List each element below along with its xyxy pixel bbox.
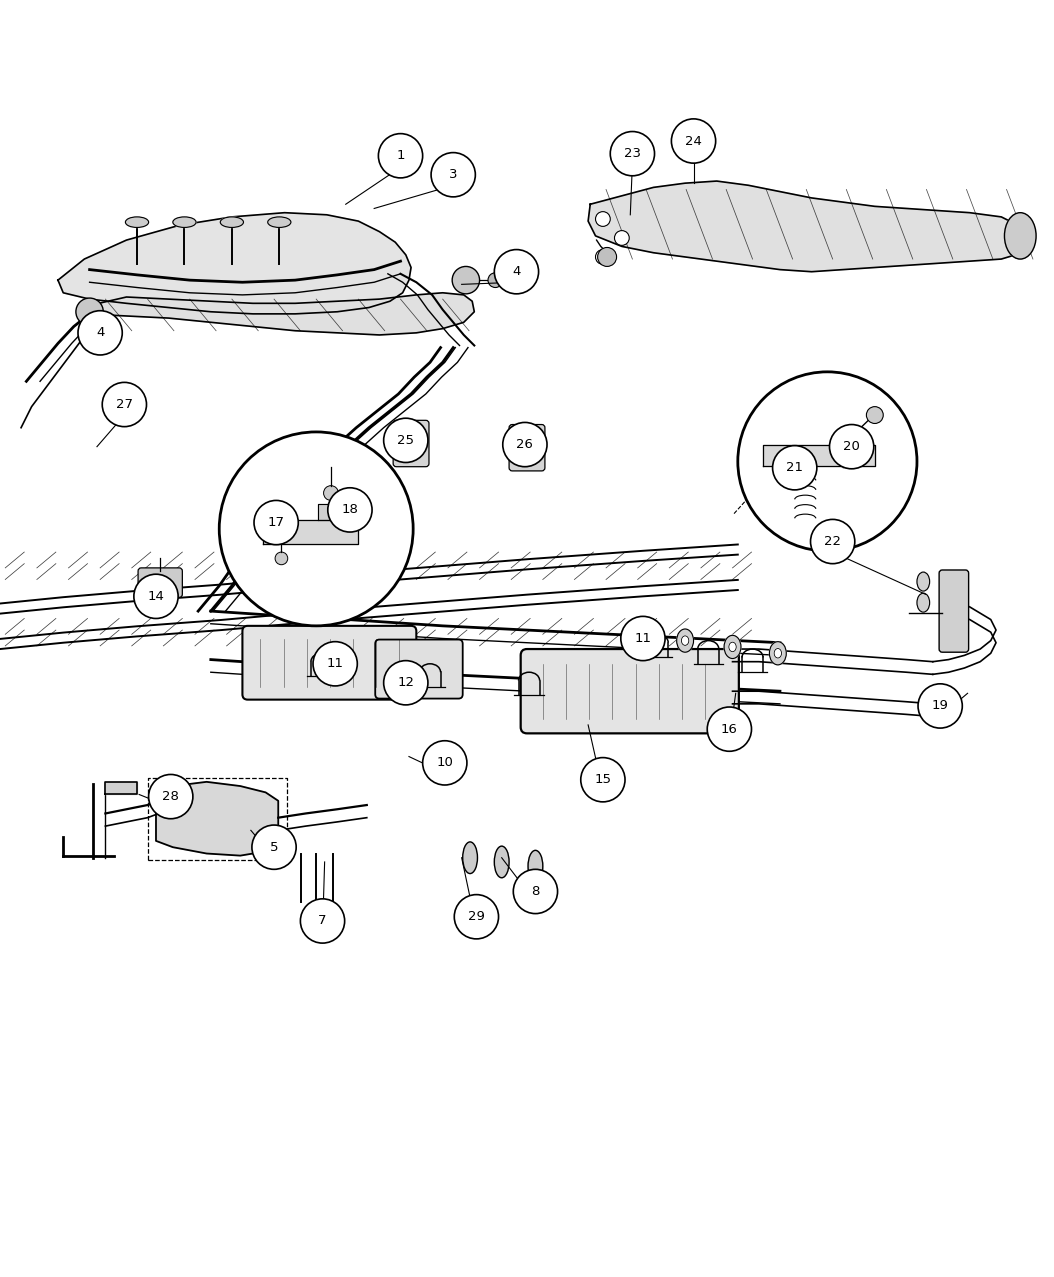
Ellipse shape xyxy=(173,217,196,227)
FancyBboxPatch shape xyxy=(375,640,463,699)
FancyBboxPatch shape xyxy=(521,649,739,733)
Polygon shape xyxy=(156,782,278,856)
Circle shape xyxy=(149,774,193,819)
Polygon shape xyxy=(84,292,474,335)
Circle shape xyxy=(431,153,475,197)
Circle shape xyxy=(406,429,416,439)
Circle shape xyxy=(610,132,655,176)
Circle shape xyxy=(78,310,122,355)
Ellipse shape xyxy=(677,630,694,653)
Text: 27: 27 xyxy=(116,398,133,411)
Ellipse shape xyxy=(268,217,291,227)
Circle shape xyxy=(300,899,345,944)
Circle shape xyxy=(494,249,539,294)
Text: 21: 21 xyxy=(786,461,803,474)
Circle shape xyxy=(707,707,752,751)
Text: 11: 11 xyxy=(327,658,344,670)
Circle shape xyxy=(76,298,103,326)
Circle shape xyxy=(275,552,288,564)
Circle shape xyxy=(866,406,883,424)
Text: 23: 23 xyxy=(624,147,641,160)
Circle shape xyxy=(313,641,357,686)
Circle shape xyxy=(252,825,296,870)
Text: 29: 29 xyxy=(468,911,485,923)
Circle shape xyxy=(671,119,716,163)
Polygon shape xyxy=(763,444,875,466)
Circle shape xyxy=(488,273,503,287)
Circle shape xyxy=(254,501,298,545)
Text: 8: 8 xyxy=(531,885,540,898)
Text: 4: 4 xyxy=(96,327,104,340)
Text: 17: 17 xyxy=(268,516,285,529)
Polygon shape xyxy=(105,782,137,794)
Text: 5: 5 xyxy=(270,840,278,854)
Ellipse shape xyxy=(724,636,741,659)
Ellipse shape xyxy=(917,572,930,591)
Circle shape xyxy=(621,617,665,660)
Text: 25: 25 xyxy=(397,434,414,447)
Circle shape xyxy=(324,485,338,501)
Ellipse shape xyxy=(528,850,543,882)
Polygon shape xyxy=(264,521,358,544)
Circle shape xyxy=(452,267,480,294)
Circle shape xyxy=(596,249,610,264)
Circle shape xyxy=(829,424,874,469)
Circle shape xyxy=(384,418,428,462)
Circle shape xyxy=(598,248,617,267)
Circle shape xyxy=(596,212,610,226)
Text: 11: 11 xyxy=(635,632,651,645)
Polygon shape xyxy=(58,213,411,314)
Text: 15: 15 xyxy=(594,774,611,787)
Text: 7: 7 xyxy=(318,914,327,927)
Circle shape xyxy=(738,372,917,550)
Circle shape xyxy=(423,741,467,785)
Circle shape xyxy=(513,870,558,913)
Text: 24: 24 xyxy=(685,134,702,148)
FancyBboxPatch shape xyxy=(393,420,429,466)
Circle shape xyxy=(328,488,372,533)
Text: 10: 10 xyxy=(436,756,453,769)
Text: 28: 28 xyxy=(162,790,179,803)
Text: 22: 22 xyxy=(824,535,841,548)
Circle shape xyxy=(378,134,423,178)
Circle shape xyxy=(811,520,855,563)
Circle shape xyxy=(773,446,817,490)
FancyBboxPatch shape xyxy=(242,626,416,700)
Circle shape xyxy=(454,895,499,939)
Circle shape xyxy=(219,432,413,626)
Ellipse shape xyxy=(220,217,243,227)
Ellipse shape xyxy=(494,847,509,877)
Ellipse shape xyxy=(125,217,149,227)
Ellipse shape xyxy=(729,642,736,651)
Circle shape xyxy=(918,683,962,728)
Text: 16: 16 xyxy=(721,723,738,736)
Text: 26: 26 xyxy=(516,438,533,451)
Circle shape xyxy=(522,433,532,443)
Polygon shape xyxy=(588,181,1028,272)
Circle shape xyxy=(614,231,629,245)
Circle shape xyxy=(102,382,147,427)
Circle shape xyxy=(503,423,547,466)
Ellipse shape xyxy=(1004,213,1036,259)
Text: 12: 12 xyxy=(397,677,414,690)
Text: 14: 14 xyxy=(148,590,164,603)
Ellipse shape xyxy=(682,636,689,645)
Text: 1: 1 xyxy=(396,149,405,162)
FancyBboxPatch shape xyxy=(509,424,545,471)
Ellipse shape xyxy=(463,842,477,873)
Ellipse shape xyxy=(769,641,786,665)
FancyBboxPatch shape xyxy=(939,570,969,653)
Circle shape xyxy=(581,757,625,802)
Text: 3: 3 xyxy=(449,169,457,181)
Ellipse shape xyxy=(917,594,930,612)
FancyBboxPatch shape xyxy=(138,568,182,598)
Circle shape xyxy=(134,575,178,618)
Text: 19: 19 xyxy=(932,700,949,713)
Ellipse shape xyxy=(774,649,782,658)
Text: 20: 20 xyxy=(843,441,860,453)
Text: 4: 4 xyxy=(512,266,521,278)
Polygon shape xyxy=(318,503,339,521)
Text: 18: 18 xyxy=(341,503,358,516)
Circle shape xyxy=(384,660,428,705)
